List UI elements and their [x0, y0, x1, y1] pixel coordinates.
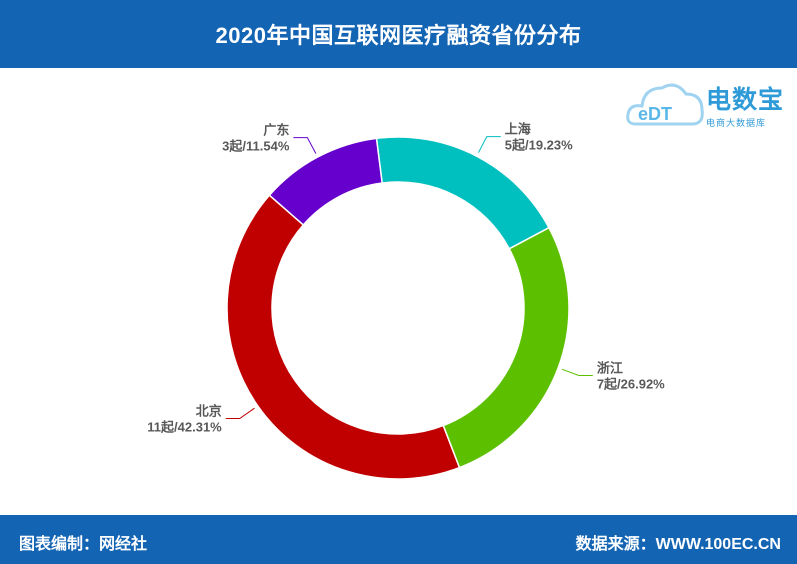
slice-value-label-1: 3起/11.54%: [222, 139, 290, 154]
slice-value-label-2: 11起/42.31%: [147, 419, 222, 434]
slice-category-label-2: 北京: [196, 403, 222, 418]
slice-value-label-3: 7起/26.92%: [597, 376, 665, 391]
footer-credit: 图表编制：网经社: [19, 536, 148, 553]
slice-category-label-1: 广东: [263, 123, 289, 138]
logo-brand: 电数宝: [706, 86, 785, 114]
slice-category-label-0: 上海: [505, 122, 531, 137]
footer-source: 数据来源：WWW.100EC.CN: [575, 536, 781, 553]
slice-value-label-0: 5起/19.23%: [505, 138, 573, 153]
leader-line-3: [561, 368, 593, 376]
donut-slice-3: [442, 226, 570, 469]
donut-slice-0: [375, 136, 550, 250]
donut-slice-2: [226, 194, 461, 480]
footer: 图表编制：网经社 数据来源：WWW.100EC.CN: [0, 515, 797, 564]
logo-subtitle: 电商大数据库: [706, 118, 767, 128]
chart-title: 2020年中国互联网医疗融资省份分布: [0, 0, 797, 68]
leader-line-2: [225, 407, 255, 419]
donut-slice-1: [268, 137, 383, 227]
logo: eDT 电数宝 电商大数据库: [626, 74, 792, 136]
leader-line-0: [478, 136, 501, 153]
cloud-logo-icon: eDT: [626, 83, 704, 126]
slice-category-label-3: 浙江: [597, 360, 623, 375]
logo-mark: eDT: [638, 104, 672, 124]
leader-line-1: [293, 137, 317, 154]
